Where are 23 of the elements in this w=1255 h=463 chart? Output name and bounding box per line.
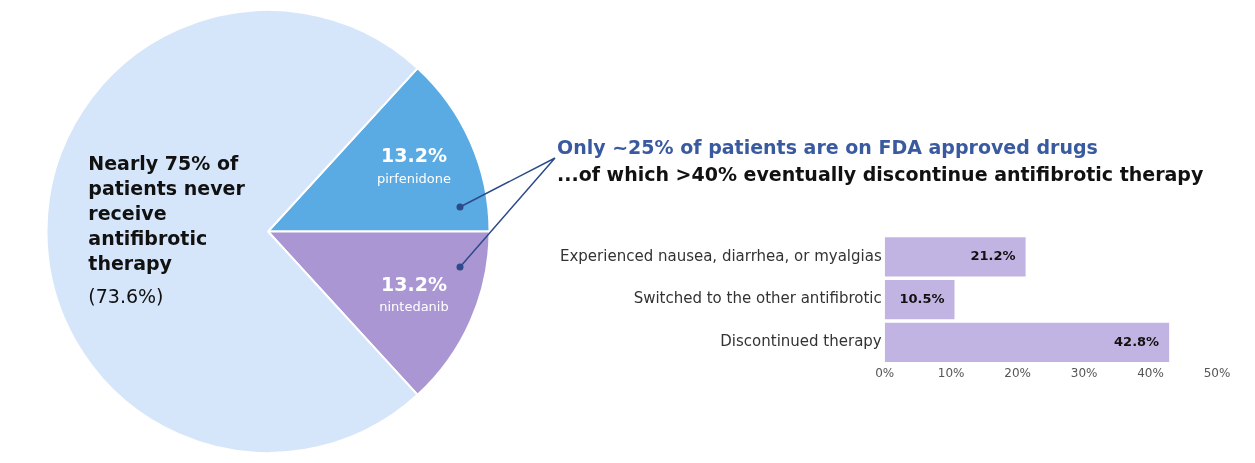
bar [884,237,1026,277]
slice-label: Nearly 75% of patients never receive antifibrotic therapy [88,152,246,275]
bar [884,279,955,320]
data-label: 10.5% [899,290,945,306]
data-label: (73.6%) [88,284,164,307]
data-label: 13.2% [381,144,447,167]
y-tick-label: Discontinued therapy [720,332,882,351]
y-tick-label: Switched to the other antifibrotic [633,289,882,308]
x-tick-label: 50% [1203,365,1231,380]
x-tick-label: 10% [937,365,965,380]
x-tick-label: 20% [1004,365,1031,380]
x-tick-label: 0% [875,365,895,380]
y-tick-label: Experienced nausea, diarrhea, or myalgias [559,246,882,265]
x-tick-label: 30% [1070,365,1098,380]
bar [884,322,1170,362]
data-label: 21.2% [970,248,1016,264]
data-label: 13.2% [381,272,447,295]
chart-title: Only ~25% of patients are on FDA approved drugs [557,136,1098,159]
data-label: 42.8% [1114,333,1160,349]
x-tick-label: 40% [1137,365,1164,380]
chart-subtitle: ...of which >40% eventually discontinue antifibrotic therapy [557,163,1204,186]
slice-label: nintedanib [379,299,449,315]
slice-label: pirfenidone [376,170,451,186]
